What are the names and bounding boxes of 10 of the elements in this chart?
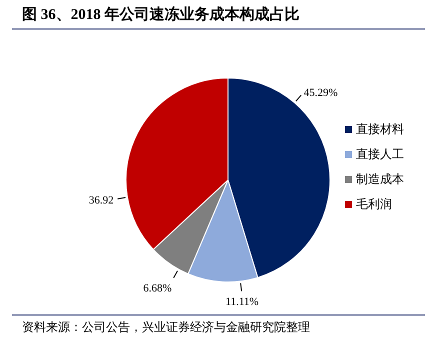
data-label: 45.29% [304, 87, 338, 100]
legend-label: 直接人工 [356, 147, 404, 161]
chart-title: 图 36、2018 年公司速冻业务成本构成占比 [22, 6, 300, 23]
legend-label: 制造成本 [356, 172, 404, 186]
data-label: 6.68% [143, 282, 172, 294]
legend-label: 直接材料 [356, 122, 404, 136]
data-label: 36.92 [88, 194, 114, 207]
data-label: 11.11% [225, 296, 259, 308]
legend-label: 毛利润 [356, 197, 392, 211]
text: 资料来源：公司公告，兴业证券经济与金融研究院整理 [22, 320, 310, 334]
